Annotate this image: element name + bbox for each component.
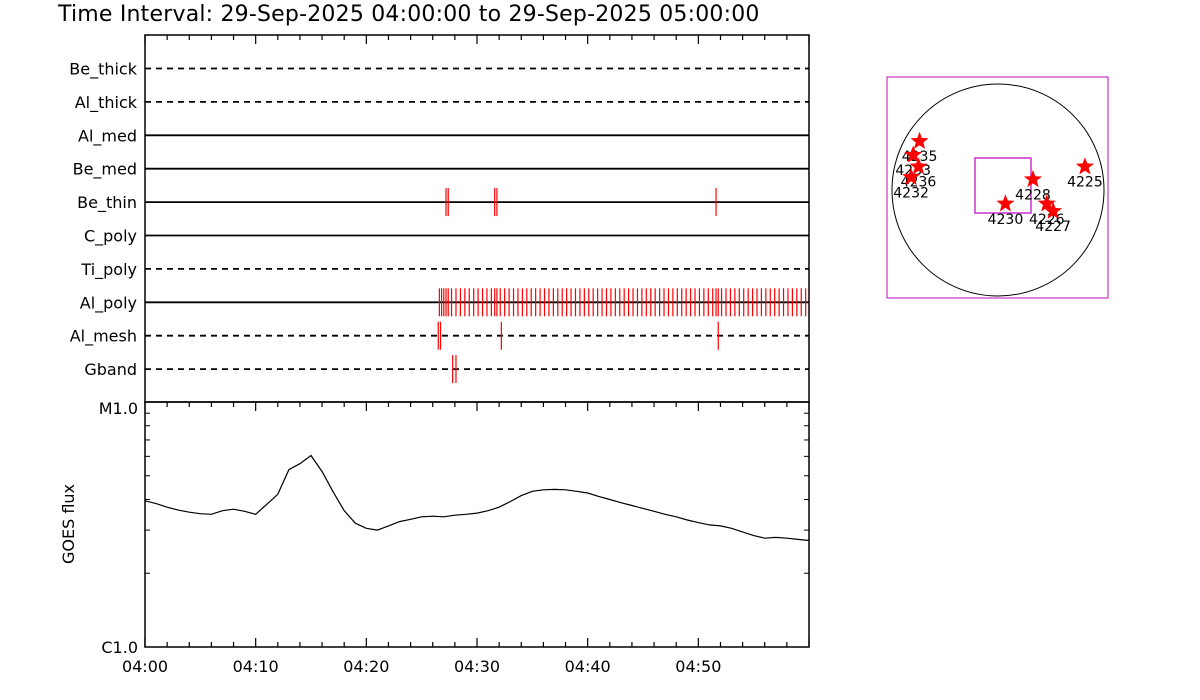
timeline-frame: [144, 34, 810, 403]
y-tick-label: M1.0: [99, 399, 138, 418]
x-tick-label: 04:50: [675, 657, 721, 676]
disk-frame: [886, 76, 1109, 299]
active-region-star: [904, 145, 923, 163]
channel-label: Ti_poly: [80, 260, 137, 280]
x-tick-label: 04:00: [122, 657, 168, 676]
channel-label: Al_mesh: [70, 327, 137, 347]
active-region-star: [1037, 194, 1056, 212]
event-timeline-panel: Be_thick Al_thick Al_med Be_med Be_thin C_pol…: [69, 34, 810, 403]
x-tick-label: 04:40: [565, 657, 611, 676]
active-region-label: 4227: [1035, 219, 1071, 235]
channel-label: Al_poly: [80, 293, 137, 313]
goes-flux-line: [144, 454, 810, 542]
y-axis-label: GOES flux: [59, 484, 78, 564]
channel-label: C_poly: [84, 227, 137, 247]
x-tick-label: 04:10: [233, 657, 279, 676]
active-region-label: 4228: [1015, 187, 1051, 203]
active-region-label: 4232: [893, 185, 929, 201]
x-tick-label: 04:30: [454, 657, 500, 676]
channel-label: Be_thick: [69, 60, 137, 80]
active-region-star: [996, 194, 1015, 212]
active-region-label: 4225: [1067, 175, 1103, 191]
channel-label: Al_med: [78, 126, 137, 146]
x-tick-label: 04:20: [343, 657, 389, 676]
active-region-star: [1075, 157, 1094, 175]
active-region-label: 4230: [988, 212, 1024, 228]
page-title: Time Interval: 29-Sep-2025 04:00:00 to 2…: [58, 2, 760, 27]
channel-label: Be_thin: [77, 193, 137, 213]
active-region-star: [902, 167, 921, 185]
channel-label: Be_med: [73, 160, 137, 180]
channel-label: Al_thick: [75, 93, 138, 113]
active-region-star: [1023, 169, 1042, 188]
active-region-star: [909, 157, 928, 175]
solar-limb: [891, 83, 1105, 297]
active-region-star: [910, 131, 929, 149]
goes-flux-panel: 04:00 04:10 04:20 04:30 04:40 04:50 C1.0 M1.0 GO…: [59, 399, 810, 676]
active-region-star: [1044, 201, 1063, 219]
fov-box: [974, 157, 1032, 214]
y-tick-label: C1.0: [101, 638, 138, 657]
channel-label: Gband: [84, 360, 137, 379]
